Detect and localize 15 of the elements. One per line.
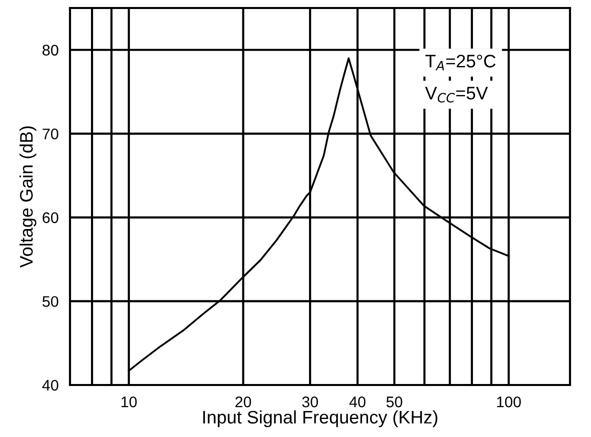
y-tick-label: 80 — [42, 44, 58, 56]
x-tick-label: 100 — [497, 396, 521, 408]
x-axis-title: Input Signal Frequency (KHz) — [203, 410, 438, 428]
annotation: V$_{CC}$=5V — [425, 86, 488, 102]
x-tick-label: 30 — [302, 396, 318, 408]
y-tick-label: 50 — [42, 296, 58, 307]
y-tick-label: 70 — [42, 128, 58, 140]
x-tick-label: 50 — [386, 396, 402, 408]
x-tick-label: 40 — [349, 396, 366, 408]
annotation: T$_{A}$=25°C — [425, 54, 496, 70]
x-tick-label: 20 — [235, 396, 252, 408]
y-axis-title: Voltage Gain (dB) — [20, 126, 36, 268]
x-tick-label: 10 — [122, 396, 137, 408]
y-tick-label: 60 — [42, 212, 58, 224]
y-tick-label: 40 — [42, 380, 58, 391]
